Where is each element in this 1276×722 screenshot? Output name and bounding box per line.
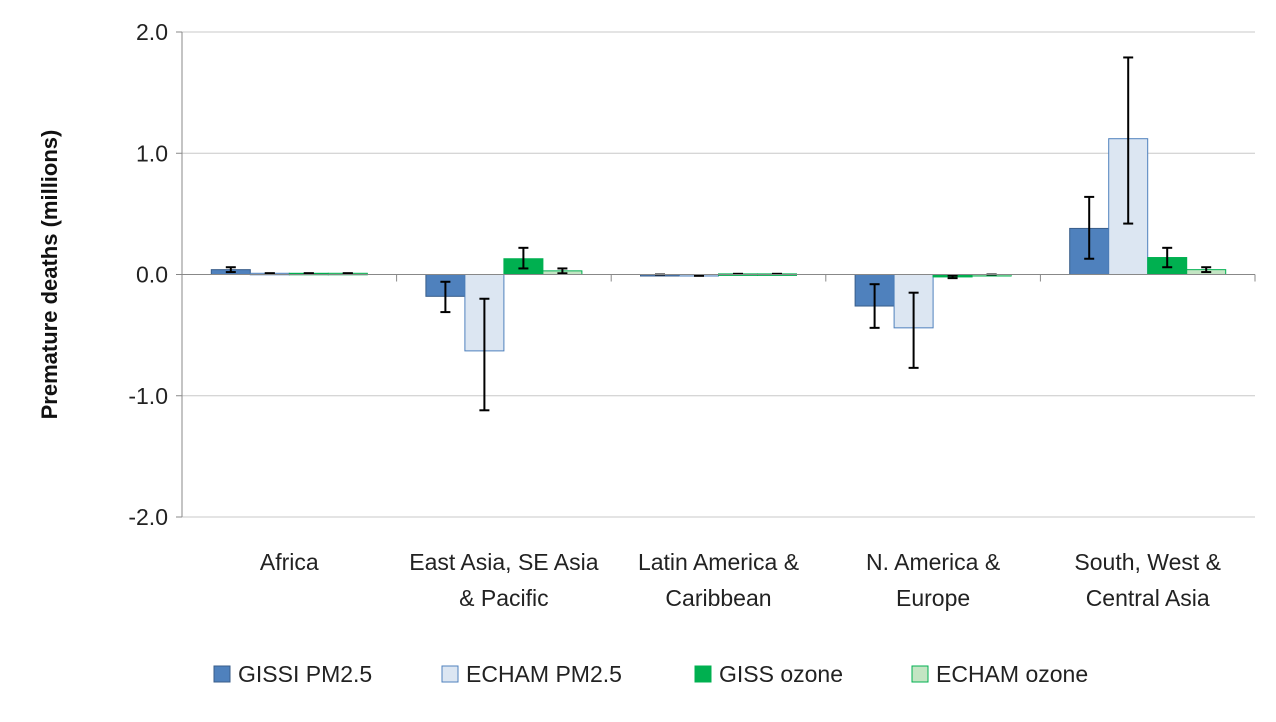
y-tick-label: -1.0 <box>128 383 168 409</box>
x-tick-label: Latin America & Caribbean <box>638 549 799 611</box>
y-tick-label: -2.0 <box>128 504 168 530</box>
y-tick-label: 1.0 <box>136 140 168 166</box>
bars <box>210 56 1227 412</box>
y-axis-label: Premature deaths (millions) <box>37 130 62 420</box>
y-tick-label: 0.0 <box>136 262 168 288</box>
axes: -2.0 -1.0 0.0 1.0 2.0 Premature deaths (milli… <box>37 19 1256 611</box>
legend-label: ECHAM PM2.5 <box>466 661 622 687</box>
legend-swatch <box>911 665 929 683</box>
x-tick-label: South, West & Central Asia <box>1074 549 1221 611</box>
legend-label: GISSI PM2.5 <box>238 661 372 687</box>
legend-label: GISS ozone <box>719 661 843 687</box>
legend-swatch <box>441 665 459 683</box>
legend-swatch <box>694 665 712 683</box>
y-tick-label: 2.0 <box>136 19 168 45</box>
legend: GISSI PM2.5 ECHAM PM2.5 GISS ozone ECHAM oz… <box>213 661 1088 687</box>
x-tick-label: East Asia, SE Asia & Pacific <box>409 549 598 611</box>
legend-label: ECHAM ozone <box>936 661 1088 687</box>
x-tick-label: Africa <box>260 549 319 575</box>
legend-swatch <box>213 665 231 683</box>
x-tick-label: N. America & Europe <box>866 549 1000 611</box>
